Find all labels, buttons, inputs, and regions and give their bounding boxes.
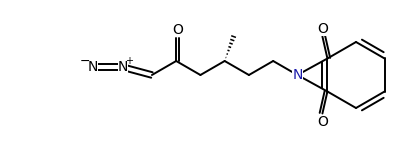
Text: N: N xyxy=(118,60,128,74)
Text: O: O xyxy=(317,22,328,35)
Text: O: O xyxy=(317,114,328,128)
Text: +: + xyxy=(125,56,133,66)
Text: O: O xyxy=(172,23,183,37)
Text: −: − xyxy=(80,55,90,68)
Text: N: N xyxy=(292,68,303,82)
Text: N: N xyxy=(88,60,98,74)
